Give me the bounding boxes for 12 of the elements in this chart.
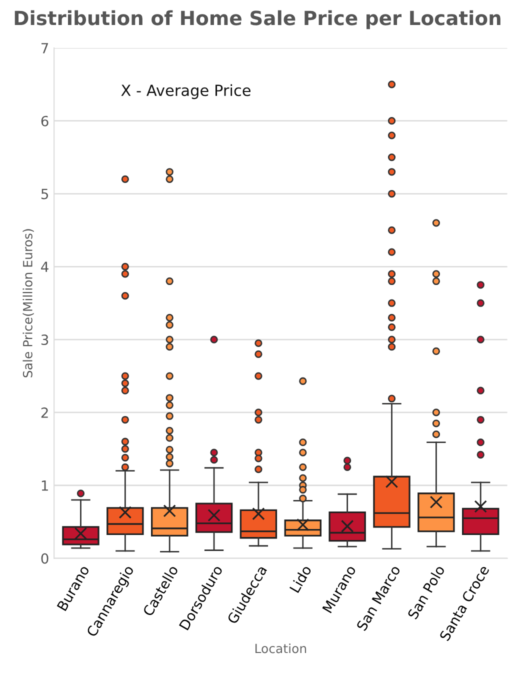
y-tick-label: 6	[41, 116, 48, 126]
y-tick-label: 5	[41, 188, 48, 200]
y-tick-label: 3	[41, 334, 48, 346]
x-axis-title: Location	[255, 644, 306, 654]
y-tick-label: 4	[41, 262, 48, 272]
y-axis-title: Sale Price(Million Euros)	[22, 229, 34, 378]
y-tick-label: 2	[41, 407, 48, 418]
chart-title: Distribution of Home Sale Price per Location	[14, 10, 500, 30]
y-tick-label: 0	[41, 553, 48, 564]
y-tick-label: 1	[42, 480, 48, 491]
annotation: X - Average Price	[121, 84, 250, 100]
y-tick-label: 7	[42, 43, 48, 54]
